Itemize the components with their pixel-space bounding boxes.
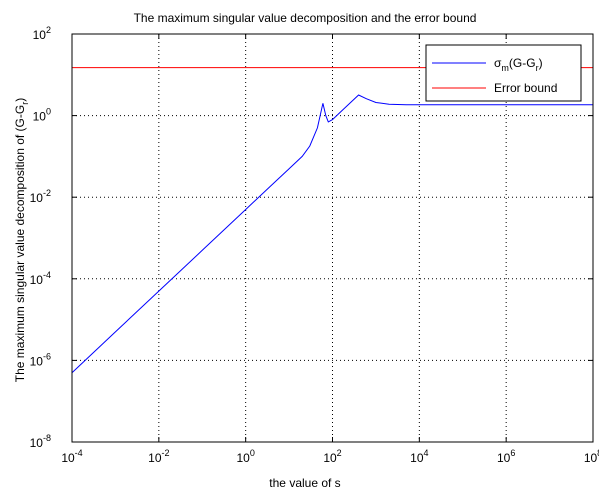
legend-sigma-argument: (G-G bbox=[509, 56, 536, 70]
x-tick-label: 108 bbox=[584, 448, 599, 465]
y-axis-label: The maximum singular value decomposition… bbox=[13, 98, 30, 382]
y-tick-exponent: -2 bbox=[43, 188, 51, 198]
x-tick-label: 102 bbox=[323, 448, 341, 465]
x-tick-base: 10 bbox=[236, 451, 250, 465]
x-tick-label: 104 bbox=[410, 448, 428, 465]
y-axis-label-close: ) bbox=[13, 98, 27, 102]
legend-sigma-symbol: σ bbox=[494, 56, 502, 70]
x-tick-base: 10 bbox=[584, 451, 598, 465]
x-tick-exponent: 2 bbox=[337, 448, 342, 458]
x-tick-label: 10-4 bbox=[61, 448, 82, 465]
legend-sigma-subscript: m bbox=[501, 63, 509, 73]
x-tick-label: 10-2 bbox=[148, 448, 169, 465]
legend-sigma-close: ) bbox=[539, 56, 543, 70]
x-tick-base: 10 bbox=[323, 451, 337, 465]
chart-title: The maximum singular value decomposition… bbox=[134, 11, 477, 25]
y-tick-exponent: 2 bbox=[46, 25, 51, 35]
x-axis-label: the value of s bbox=[269, 476, 340, 490]
y-tick-label: 10-4 bbox=[30, 270, 51, 287]
legend-sigma-argument-subscript: r bbox=[536, 63, 539, 73]
y-tick-label: 10-6 bbox=[30, 351, 51, 368]
x-tick-exponent: 4 bbox=[424, 448, 429, 458]
x-tick-base: 10 bbox=[148, 451, 162, 465]
y-tick-base: 10 bbox=[30, 436, 44, 450]
y-tick-base: 10 bbox=[30, 354, 44, 368]
y-axis-label-main: The maximum singular value decomposition… bbox=[13, 105, 27, 382]
x-tick-exponent: 6 bbox=[510, 448, 515, 458]
y-tick-base: 10 bbox=[30, 273, 44, 287]
ticks bbox=[71, 33, 594, 443]
x-tick-exponent: 8 bbox=[597, 448, 599, 458]
series-line-sigma bbox=[71, 94, 593, 374]
x-tick-label: 100 bbox=[236, 448, 254, 465]
y-tick-label: 10-2 bbox=[30, 188, 51, 205]
x-tick-exponent: 0 bbox=[250, 448, 255, 458]
x-tick-base: 10 bbox=[61, 451, 75, 465]
y-tick-base: 10 bbox=[33, 110, 47, 124]
y-tick-exponent: -6 bbox=[43, 351, 51, 361]
y-tick-label: 102 bbox=[33, 25, 51, 42]
y-tick-label: 100 bbox=[33, 107, 51, 124]
grid bbox=[72, 34, 593, 442]
legend-label-sigma: σm(G-Gr) bbox=[494, 56, 543, 73]
legend-label-error-bound: Error bound bbox=[494, 81, 557, 95]
x-tick-labels: 10-410-2100102104106108 bbox=[61, 448, 599, 465]
x-tick-label: 106 bbox=[497, 448, 515, 465]
y-tick-base: 10 bbox=[30, 191, 44, 205]
y-tick-base: 10 bbox=[33, 28, 47, 42]
y-axis-label-subscript: r bbox=[20, 102, 30, 105]
x-tick-exponent: -4 bbox=[75, 448, 83, 458]
y-tick-label: 10-8 bbox=[30, 433, 51, 450]
x-tick-base: 10 bbox=[410, 451, 424, 465]
x-tick-base: 10 bbox=[497, 451, 511, 465]
y-tick-exponent: -8 bbox=[43, 433, 51, 443]
legend: σm(G-Gr) Error bound bbox=[425, 44, 582, 102]
y-tick-exponent: -4 bbox=[43, 270, 51, 280]
legend-box bbox=[425, 44, 582, 102]
y-tick-exponent: 0 bbox=[46, 107, 51, 117]
x-tick-exponent: -2 bbox=[162, 448, 170, 458]
